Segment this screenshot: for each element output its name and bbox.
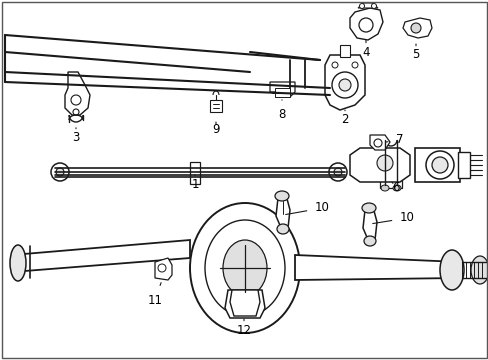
Ellipse shape	[380, 185, 388, 191]
Ellipse shape	[361, 203, 375, 213]
Ellipse shape	[470, 256, 488, 284]
Text: 4: 4	[362, 40, 369, 58]
Ellipse shape	[204, 220, 285, 316]
Ellipse shape	[431, 157, 447, 173]
Polygon shape	[209, 100, 222, 112]
Ellipse shape	[338, 79, 350, 91]
Ellipse shape	[276, 224, 288, 234]
Text: 6: 6	[391, 181, 399, 194]
Polygon shape	[275, 195, 289, 230]
Bar	[414, 148, 459, 182]
Text: 7: 7	[385, 134, 403, 147]
Ellipse shape	[376, 155, 392, 171]
Polygon shape	[274, 88, 289, 97]
Ellipse shape	[223, 240, 266, 296]
Text: 1: 1	[191, 175, 198, 192]
Ellipse shape	[351, 62, 357, 68]
Ellipse shape	[190, 203, 299, 333]
Ellipse shape	[359, 4, 364, 9]
Bar	[379, 180, 401, 188]
Ellipse shape	[73, 109, 79, 115]
Polygon shape	[369, 135, 389, 150]
Polygon shape	[294, 255, 459, 280]
Text: 10: 10	[285, 202, 329, 215]
Ellipse shape	[333, 168, 341, 176]
Ellipse shape	[274, 191, 288, 201]
Text: 3: 3	[72, 128, 80, 144]
Ellipse shape	[331, 62, 337, 68]
Ellipse shape	[373, 139, 381, 147]
Text: 10: 10	[372, 211, 414, 225]
Ellipse shape	[371, 4, 376, 9]
Ellipse shape	[10, 245, 26, 281]
Polygon shape	[402, 18, 431, 38]
Text: 5: 5	[411, 44, 419, 62]
Text: 11: 11	[147, 283, 162, 306]
Ellipse shape	[158, 264, 165, 272]
Text: 8: 8	[278, 100, 285, 121]
Ellipse shape	[51, 163, 69, 181]
Text: 12: 12	[236, 319, 251, 337]
Polygon shape	[362, 207, 376, 242]
Polygon shape	[339, 45, 349, 57]
Text: 2: 2	[341, 110, 348, 126]
Polygon shape	[190, 162, 200, 184]
Ellipse shape	[56, 168, 64, 176]
Polygon shape	[12, 240, 190, 272]
Polygon shape	[325, 55, 364, 110]
Polygon shape	[229, 290, 260, 316]
Ellipse shape	[71, 95, 81, 105]
Ellipse shape	[235, 296, 252, 314]
Ellipse shape	[363, 236, 375, 246]
Polygon shape	[269, 82, 294, 97]
Polygon shape	[349, 148, 409, 182]
Bar	[457, 152, 469, 178]
Ellipse shape	[358, 18, 372, 32]
Ellipse shape	[331, 72, 357, 98]
Ellipse shape	[425, 151, 453, 179]
Ellipse shape	[410, 23, 420, 33]
Polygon shape	[224, 290, 264, 318]
Polygon shape	[349, 8, 382, 40]
Ellipse shape	[392, 185, 400, 191]
Polygon shape	[357, 3, 377, 8]
Polygon shape	[65, 72, 90, 115]
Polygon shape	[155, 258, 172, 280]
Text: 9: 9	[212, 122, 219, 136]
Ellipse shape	[439, 250, 463, 290]
Ellipse shape	[328, 163, 346, 181]
